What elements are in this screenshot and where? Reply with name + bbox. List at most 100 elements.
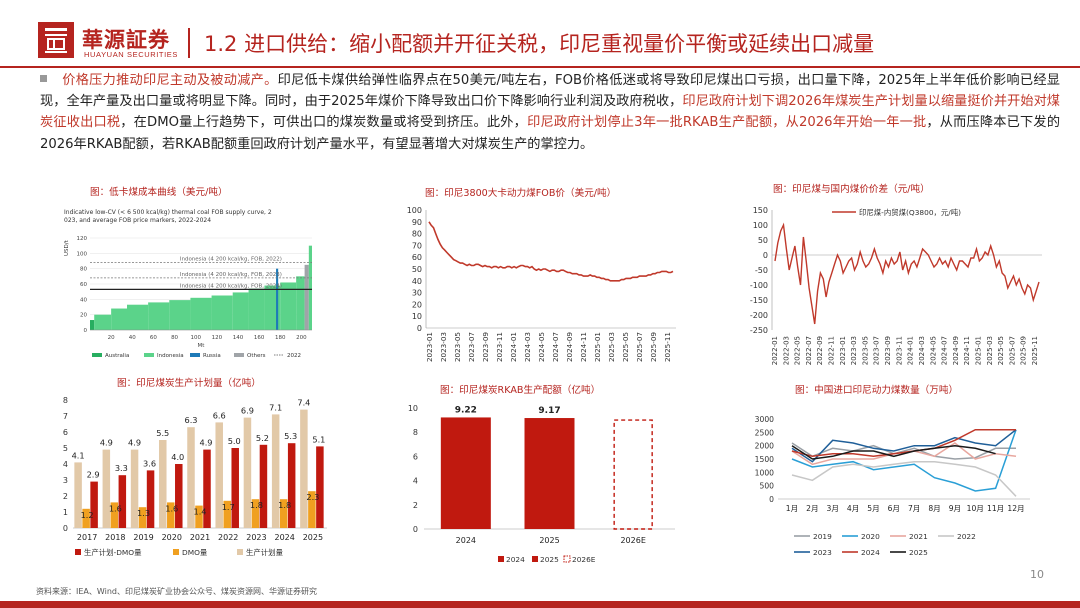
- plan-label-dmo: 1.6: [109, 503, 122, 513]
- cost-curve-xtick: 180: [275, 335, 286, 341]
- fob-xtick: 2025-03: [607, 332, 616, 362]
- plan-label-dmo: 1.8: [250, 500, 263, 510]
- fob-xtick: 2023-03: [439, 332, 448, 362]
- fob-xtick: 2024-07: [551, 332, 560, 362]
- rkab-bar: [440, 417, 491, 529]
- cost-curve-bar-australia: [90, 320, 95, 330]
- rkab-legend-swatch: [532, 556, 538, 562]
- plan-label-export: 5.1: [312, 434, 325, 444]
- imports-xtick: 3月: [827, 504, 839, 513]
- plan-ytick: 5: [63, 444, 68, 453]
- spread-xtick: 2022-01: [771, 336, 779, 365]
- chart-fob-price: 0 10 20 30 40 50 60 70 80 90 100 2023-01 2023-03 2023…: [407, 206, 676, 362]
- imports-line-2024: [791, 428, 1016, 458]
- plan-bar-total: [271, 414, 280, 528]
- fob-xtick: 2023-11: [495, 332, 504, 362]
- imports-ytick: 1500: [755, 455, 774, 464]
- spread-xtick: 2025-11: [1031, 336, 1039, 365]
- imports-legend-label: 2021: [909, 532, 928, 541]
- spread-xtick: 2025-05: [997, 336, 1005, 365]
- spread-ytick: -100: [750, 281, 768, 290]
- cost-curve-ytick: 100: [77, 251, 88, 257]
- imports-xtick: 11月: [987, 504, 1004, 513]
- plan-label-total: 5.5: [156, 428, 169, 438]
- fob-xtick: 2025-09: [649, 332, 658, 362]
- footer-rule: [0, 601, 1080, 608]
- cost-curve-ytick: 0: [84, 328, 88, 334]
- plan-label-dmo: 1.8: [278, 500, 291, 510]
- plan-ytick: 6: [63, 428, 68, 437]
- plan-bar-total: [130, 449, 139, 528]
- plan-label-export: 5.0: [228, 436, 241, 446]
- plan-label-total: 6.3: [184, 415, 197, 425]
- cost-curve-legend-label: Others: [247, 353, 266, 359]
- spread-ytick: 150: [753, 206, 768, 215]
- cost-curve-legend-label: Australia: [105, 353, 129, 359]
- cost-curve-legend-label: Russia: [203, 353, 221, 359]
- fob-xtick: 2023-07: [467, 332, 476, 362]
- chart-title-plan: 图：印尼煤炭生产计划量（亿吨）: [117, 378, 261, 389]
- imports-xtick: 12月: [1007, 504, 1024, 513]
- chart-production-plan: 0 1 2 3 4 5 6 7 8 4.1 1.2 2.9 2017 4.9 1.6 3.3 2018 4.9 1.…: [63, 396, 327, 557]
- imports-line-2020: [791, 429, 1017, 492]
- plan-bar-total: [215, 422, 223, 528]
- plan-xtick: 2021: [190, 533, 210, 542]
- rkab-bar-label: 9.17: [538, 406, 560, 416]
- rkab-bar: [524, 418, 575, 529]
- rkab-xtick: 2024: [456, 536, 476, 545]
- spread-ytick: 50: [758, 236, 768, 245]
- cost-curve-bar-indonesia: [127, 304, 149, 330]
- plan-legend-label: 生产计划量: [246, 548, 284, 557]
- cost-curve-ytick: 60: [80, 282, 87, 288]
- imports-xtick: 6月: [888, 504, 900, 513]
- plan-label-dmo: 1.7: [222, 502, 235, 512]
- page-number: 10: [1030, 568, 1044, 581]
- plan-xtick: 2023: [246, 533, 266, 542]
- spread-xtick: 2023-11: [895, 336, 903, 365]
- cost-curve-ytick: 120: [77, 236, 88, 242]
- body-paragraph: 价格压力推动印尼主动及被动减产。印尼低卡煤供给弹性临界点在50美元/吨左右，FO…: [40, 70, 1060, 155]
- rkab-ytick: 2: [413, 501, 418, 510]
- fob-xtick: 2024-11: [579, 332, 588, 362]
- spread-xtick: 2022-11: [828, 336, 836, 365]
- chart-title-rkab: 图：印尼煤炭RKAB生产配额（亿吨）: [440, 385, 601, 396]
- spread-ytick: 0: [763, 251, 768, 260]
- cost-curve-bar-indonesia: [308, 245, 312, 330]
- cost-curve-bar-indonesia: [111, 308, 127, 330]
- chart-imports: 0 500 1000 1500 2000 2500 3000 1月 2月 3月 4月 5月 6月 7月 8月…: [755, 415, 1030, 557]
- cost-curve-xtick: 120: [212, 335, 223, 341]
- plan-bar-export: [146, 470, 155, 528]
- cost-curve-bar-indonesia: [94, 314, 112, 330]
- cost-curve-legend-label: Indonesia: [157, 353, 184, 359]
- fob-xtick: 2025-05: [621, 332, 630, 362]
- plan-bar-dmo: [110, 502, 119, 528]
- spread-ytick: -150: [750, 296, 768, 305]
- plan-bar-dmo: [223, 500, 231, 528]
- fob-xtick: 2023-09: [481, 332, 490, 362]
- imports-legend-label: 2020: [861, 532, 880, 541]
- bullet-icon: [40, 75, 47, 82]
- fob-ytick: 40: [412, 277, 422, 286]
- plan-bar-dmo: [308, 491, 316, 528]
- plan-legend-swatch: [237, 549, 243, 555]
- plan-legend-label: 生产计划-DMO量: [84, 548, 142, 557]
- fob-ytick: 90: [412, 218, 422, 227]
- spread-xtick: 2024-05: [929, 336, 937, 365]
- plan-label-export: 3.6: [143, 458, 156, 468]
- fob-ytick: 50: [412, 265, 422, 274]
- cost-curve-title-line1: Indicative low-CV (< 6 500 kcal/kg) ther…: [64, 209, 272, 216]
- plan-bar-dmo: [167, 502, 175, 528]
- spread-xtick: 2022-05: [794, 336, 802, 365]
- spread-xtick: 2022-03: [782, 336, 790, 365]
- spread-xtick: 2024-07: [941, 336, 949, 365]
- spread-xtick: 2025-09: [1020, 336, 1028, 365]
- spread-xtick: 2023-09: [884, 336, 892, 365]
- brand-logo: [38, 22, 74, 58]
- rkab-bar-forecast: [613, 419, 653, 530]
- cost-curve-marker-label: Indonesia (4 200 kcal/kg, FOB, 2024): [180, 283, 282, 289]
- plan-label-total: 7.1: [269, 402, 282, 412]
- plan-bar-export: [90, 481, 98, 528]
- para-s5: 印尼政府计划停止3年一批RKAB生产配额，从2026年开始一年一批: [527, 115, 927, 131]
- cost-curve-xtick: 140: [233, 335, 244, 341]
- spread-xtick: 2024-09: [952, 336, 960, 365]
